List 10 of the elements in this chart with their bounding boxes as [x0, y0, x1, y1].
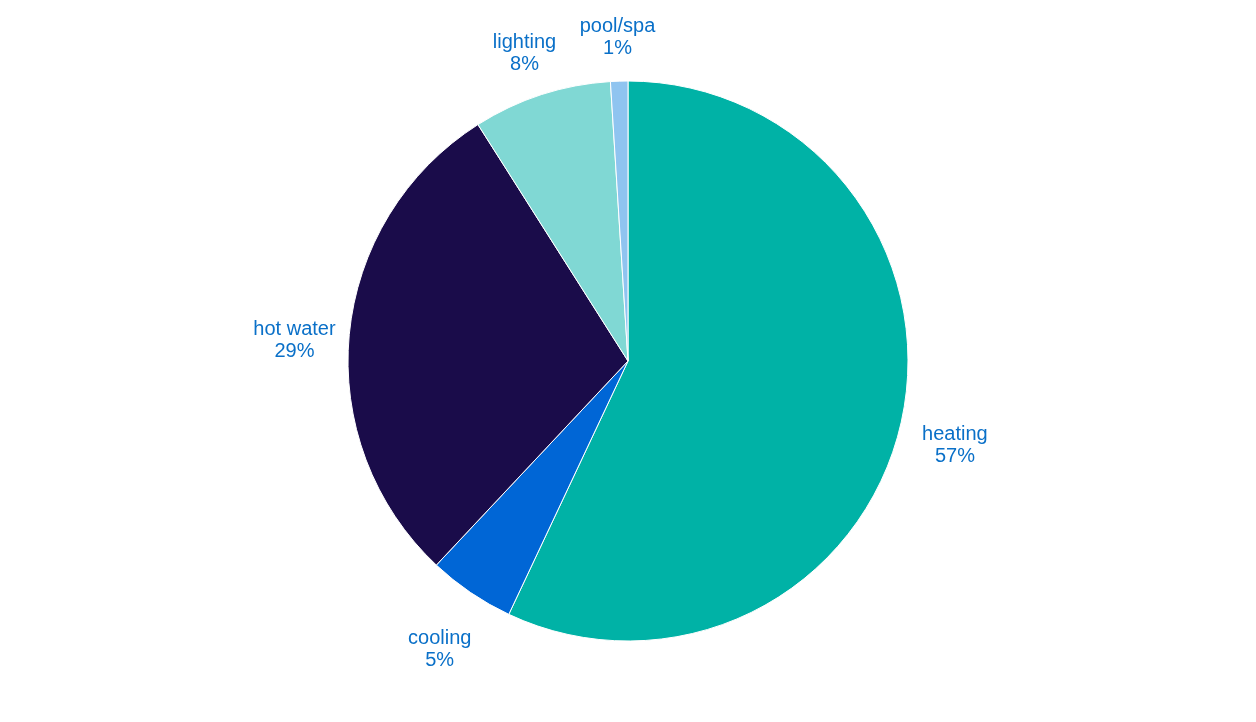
- data-label: 8%: [510, 52, 540, 75]
- data-label: 5%: [425, 648, 455, 671]
- data-label: 57%: [934, 444, 976, 467]
- slice-label: hot water: [253, 317, 336, 340]
- slice-label: pool/spa: [579, 14, 657, 37]
- slice-label: lighting: [492, 30, 557, 53]
- slice-label: cooling: [408, 626, 472, 649]
- data-label: 29%: [274, 339, 315, 362]
- slice-label: heating: [922, 422, 988, 445]
- data-label: 1%: [603, 36, 633, 59]
